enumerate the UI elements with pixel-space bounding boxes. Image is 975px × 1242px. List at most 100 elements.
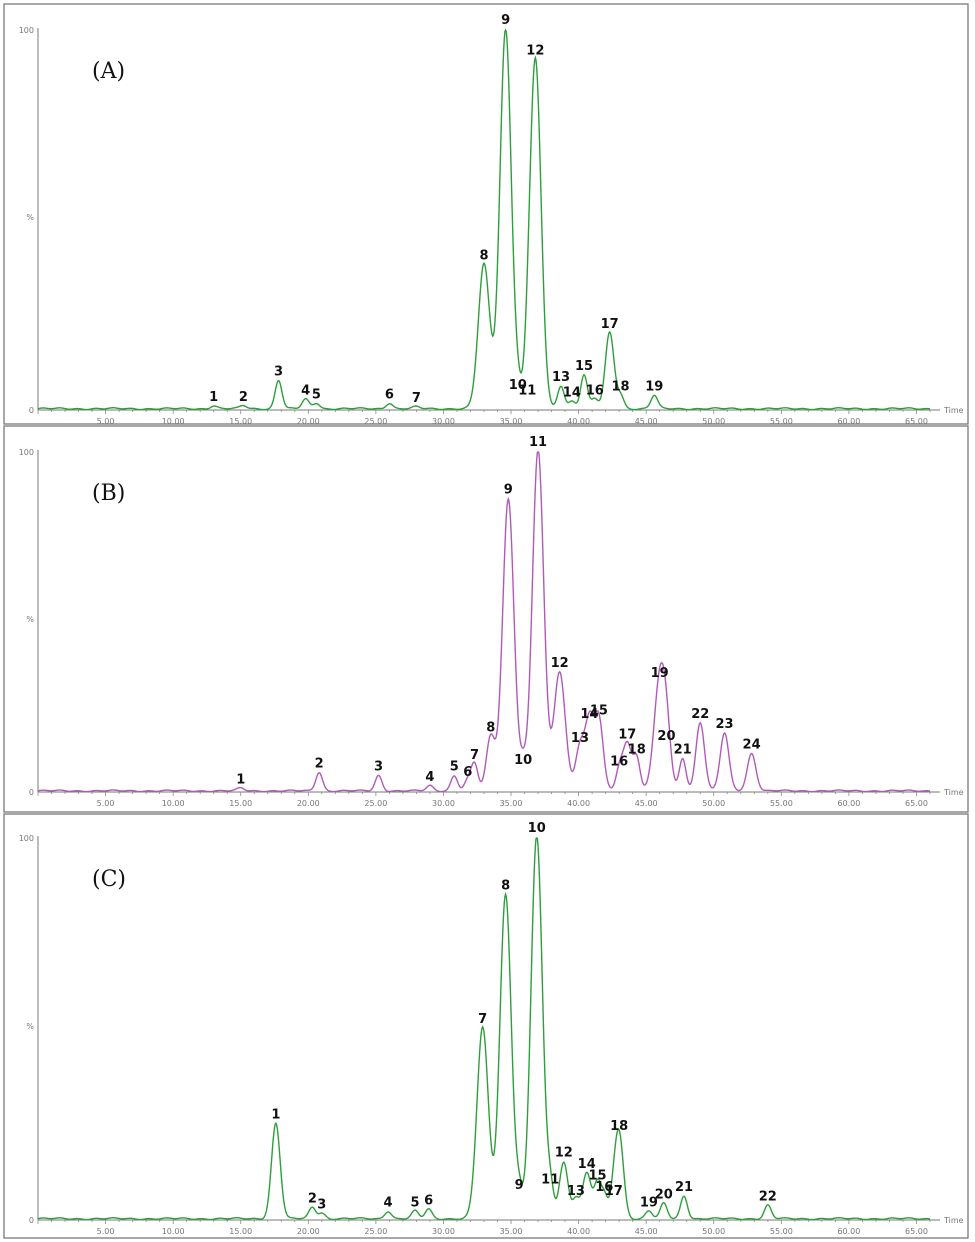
peak-label: 14 [580,707,598,722]
peak-label: 3 [374,760,383,775]
peak-label: 10 [528,821,546,836]
panel-label: (A) [92,59,125,84]
peak-label: 5 [411,1195,420,1210]
x-tick-label: 25.00 [364,1227,387,1236]
peak-label: 6 [385,387,394,402]
x-tick-label: 65.00 [905,417,928,426]
x-tick-label: 60.00 [837,1227,860,1236]
x-tick-label: 55.00 [770,417,793,426]
peak-label: 19 [651,666,669,681]
y-unit-label: % [26,615,34,624]
chart-panel-1: 100% 0 5.00 10.00 15.00 20.00 25.00 30.00 35.00 4… [3,3,969,426]
peak-label: 10 [514,753,532,768]
peak-label: 20 [657,729,675,744]
chart-panel-2: 100% 0 5.00 10.00 15.00 20.00 25.00 30.00 35.00 4… [3,425,969,813]
y-unit-label: % [26,1022,34,1031]
peak-label: 12 [551,656,569,671]
peak-label: 14 [578,1157,596,1172]
panel-frame [3,813,969,1239]
peak-label: 12 [526,43,544,58]
x-tick-label: 60.00 [837,799,860,808]
y-tick-label: 0 [29,788,34,797]
peak-label: 8 [486,721,495,736]
x-tick-label: 15.00 [229,1227,252,1236]
x-tick-label: 25.00 [364,417,387,426]
peak-label: 1 [271,1108,280,1123]
x-tick-label: 10.00 [162,417,185,426]
peak-label: 15 [575,359,593,374]
x-tick-label: 35.00 [500,417,523,426]
peak-label: 7 [470,748,479,763]
peak-label: 13 [552,370,570,385]
peak-label: 10 [509,378,527,393]
peak-label: 21 [674,743,692,758]
peak-label: 1 [209,390,218,405]
x-tick-label: 35.00 [500,1227,523,1236]
x-tick-label: 35.00 [500,799,523,808]
peak-label: 9 [501,13,510,28]
peak-label: 4 [384,1195,393,1210]
peak-label: 7 [478,1012,487,1027]
peak-label: 9 [504,483,513,498]
peak-label: 7 [412,391,421,406]
x-tick-label: 55.00 [770,799,793,808]
peak-label: 20 [655,1188,673,1203]
peak-label: 9 [515,1178,524,1193]
peak-label: 6 [424,1193,433,1208]
peak-label: 13 [567,1184,585,1199]
peak-label: 11 [529,435,547,450]
x-tick-label: 20.00 [297,417,320,426]
peak-label: 22 [759,1190,777,1205]
x-tick-label: 60.00 [837,417,860,426]
peak-label: 2 [239,390,248,405]
x-tick-label: 30.00 [432,799,455,808]
panel-label: (B) [92,481,125,506]
x-tick-label: 30.00 [432,1227,455,1236]
x-tick-label: 55.00 [770,1227,793,1236]
x-tick-label: 65.00 [905,799,928,808]
chromatogram-trace [37,837,931,1221]
x-tick-label: 15.00 [229,799,252,808]
x-unit-label: Time [943,1216,964,1225]
y-tick-label: 100 [19,834,34,843]
x-tick-label: 20.00 [297,799,320,808]
x-tick-label: 65.00 [905,1227,928,1236]
peak-label: 17 [618,727,636,742]
x-tick-label: 5.00 [97,799,115,808]
x-tick-label: 40.00 [567,417,590,426]
x-tick-label: 50.00 [702,799,725,808]
x-tick-label: 10.00 [162,1227,185,1236]
peak-label: 5 [312,387,321,402]
peak-label: 16 [610,755,628,770]
peak-label: 16 [595,1180,613,1195]
peak-label: 21 [675,1180,693,1195]
peak-label: 4 [425,770,434,785]
x-unit-label: Time [943,406,964,415]
peak-label: 12 [555,1146,573,1161]
peak-label: 16 [586,384,604,399]
x-tick-label: 10.00 [162,799,185,808]
peak-label: 11 [518,384,536,399]
x-tick-label: 5.00 [97,1227,115,1236]
x-tick-label: 40.00 [567,799,590,808]
peak-label: 18 [610,1119,628,1134]
peak-label: 22 [691,707,709,722]
x-tick-label: 45.00 [635,1227,658,1236]
x-tick-label: 5.00 [97,417,115,426]
peak-label: 11 [541,1172,559,1187]
y-tick-label: 100 [19,448,34,457]
x-unit-label: Time [943,788,964,797]
peak-label: 24 [743,738,761,753]
peak-label: 23 [716,717,734,732]
x-tick-label: 50.00 [702,417,725,426]
chart-panel-3: 100% 0 5.00 10.00 15.00 20.00 25.00 30.00 35.00 4… [3,813,969,1239]
peak-label: 2 [308,1192,317,1207]
x-tick-label: 45.00 [635,417,658,426]
chromatogram-trace [37,28,931,411]
peak-label: 19 [640,1195,658,1210]
peak-label: 3 [274,365,283,380]
y-tick-label: 100 [19,26,34,35]
peak-label: 17 [605,1184,623,1199]
peak-label: 17 [601,317,619,332]
